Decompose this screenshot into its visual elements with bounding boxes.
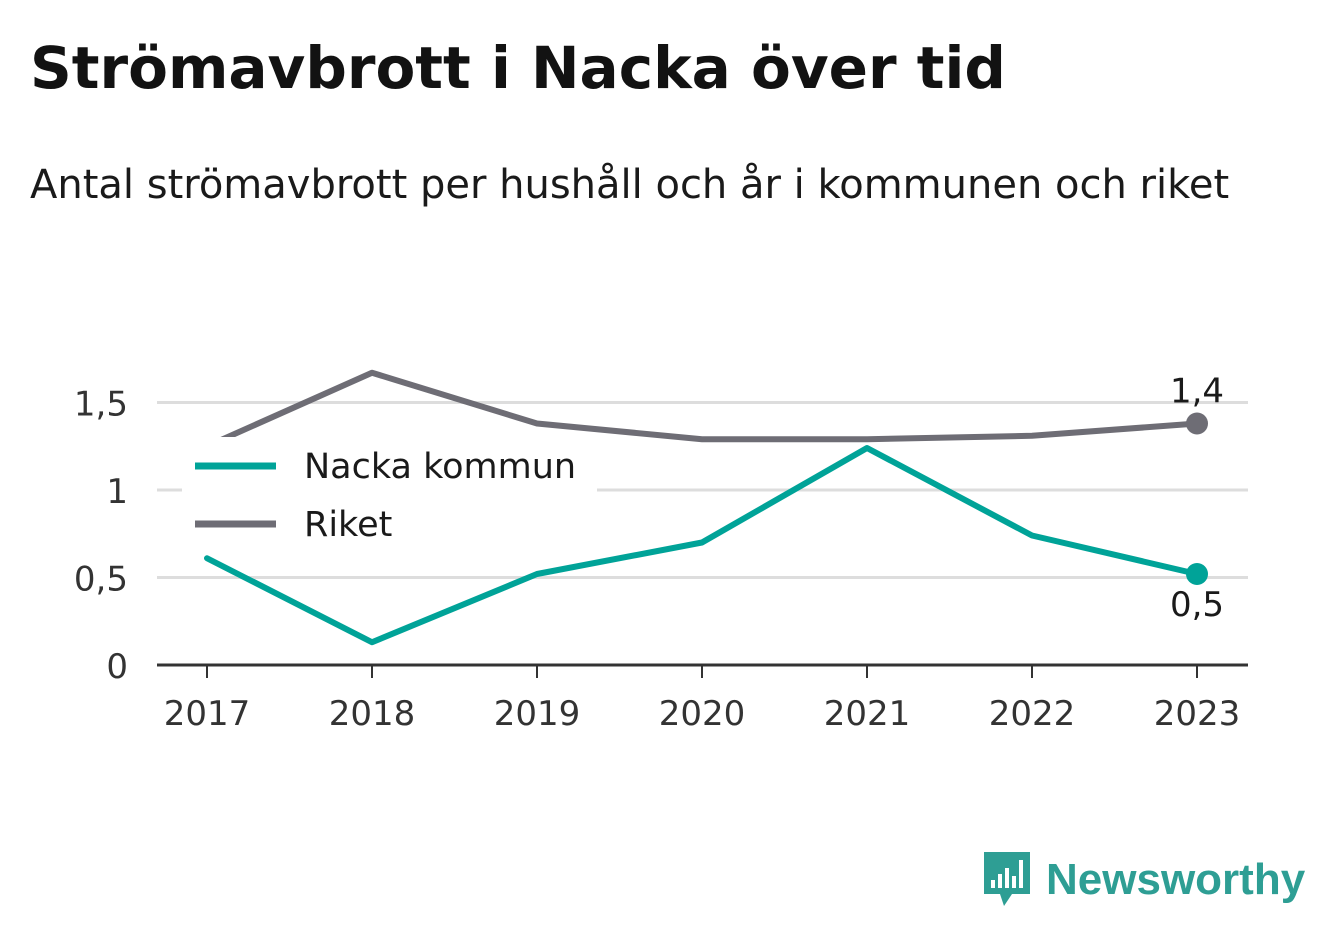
bar-chart-speech-bubble-icon bbox=[984, 852, 1030, 906]
chart-subtitle: Antal strömavbrott per hushåll och år i … bbox=[30, 162, 1230, 208]
end-value-label: 0,5 bbox=[1170, 585, 1224, 625]
brand-name: Newsworthy bbox=[1046, 855, 1306, 904]
y-tick-label: 1,5 bbox=[74, 385, 128, 425]
x-tick-label: 2018 bbox=[329, 694, 416, 734]
x-tick-label: 2022 bbox=[989, 694, 1076, 734]
y-tick-label: 0 bbox=[106, 647, 128, 687]
x-tick-label: 2017 bbox=[164, 694, 251, 734]
legend-box bbox=[182, 437, 597, 552]
series-line-nacka-kommun bbox=[204, 445, 1200, 646]
y-tick-label: 0,5 bbox=[74, 560, 128, 600]
y-tick-label: 1 bbox=[106, 472, 128, 512]
legend-label: Nacka kommun bbox=[304, 447, 576, 487]
chart-title: Strömavbrott i Nacka över tid bbox=[30, 34, 1006, 102]
series-endpoint bbox=[1186, 412, 1208, 435]
end-value-label: 1,4 bbox=[1170, 372, 1224, 412]
legend-label: Riket bbox=[304, 505, 392, 545]
newsworthy-logo: Newsworthy bbox=[982, 850, 1305, 910]
x-tick-label: 2021 bbox=[824, 694, 911, 734]
x-tick-label: 2019 bbox=[494, 694, 581, 734]
x-tick-label: 2020 bbox=[659, 694, 746, 734]
series-line-riket bbox=[204, 369, 1200, 450]
series-endpoint bbox=[1186, 563, 1208, 585]
x-tick-label: 2023 bbox=[1154, 694, 1241, 734]
